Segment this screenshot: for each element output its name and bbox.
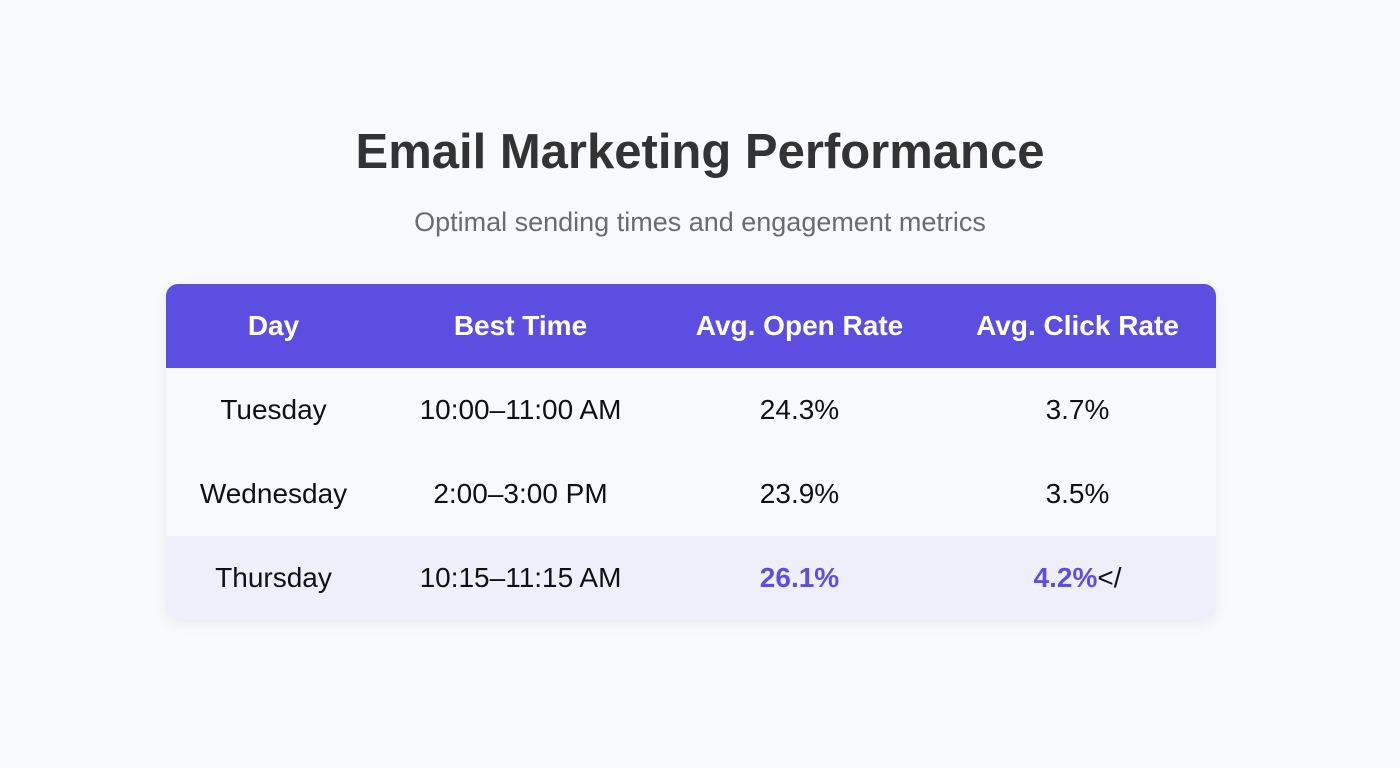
cell-day: Thursday bbox=[215, 562, 332, 593]
cell-best-time: 10:15–11:15 AM bbox=[419, 562, 622, 593]
column-header-click-rate: Avg. Click Rate bbox=[976, 310, 1179, 341]
performance-table-card: Day Best Time Avg. Open Rate Avg. Click … bbox=[166, 284, 1216, 620]
highlighted-click-rate: 4.2% bbox=[1033, 562, 1098, 593]
column-header-best-time: Best Time bbox=[453, 310, 588, 341]
cell-open-rate: 24.3% bbox=[759, 394, 840, 425]
table-row: Wednesday 2:00–3:00 PM 23.9% 3.5% bbox=[166, 452, 1216, 536]
table-row: Tuesday 10:00–11:00 AM 24.3% 3.7% bbox=[166, 368, 1216, 452]
cell-click-rate: 3.5% bbox=[939, 452, 1216, 536]
page-title: Email Marketing Performance bbox=[355, 125, 1045, 179]
cell-click-rate: 3.7% bbox=[939, 368, 1216, 452]
column-header-open-rate: Avg. Open Rate bbox=[695, 310, 904, 341]
cell-best-time: 2:00–3:00 PM bbox=[433, 478, 608, 509]
cell-open-rate: 26.1% bbox=[660, 536, 939, 620]
highlighted-open-rate: 26.1% bbox=[759, 562, 840, 593]
page-subtitle: Optimal sending times and engagement met… bbox=[414, 207, 986, 237]
table-row-highlighted: Thursday 10:15–11:15 AM 26.1% 4.2%</ bbox=[166, 536, 1216, 620]
click-rate-suffix: </ bbox=[1097, 562, 1122, 593]
column-header-day: Day bbox=[247, 310, 300, 341]
cell-day: Wednesday bbox=[199, 478, 348, 509]
cell-open-rate: 23.9% bbox=[759, 478, 840, 509]
click-rate-value: 3.5% bbox=[1045, 478, 1110, 509]
table-header-row: Day Best Time Avg. Open Rate Avg. Click … bbox=[166, 284, 1216, 368]
performance-table: Day Best Time Avg. Open Rate Avg. Click … bbox=[166, 284, 1216, 620]
cell-day: Tuesday bbox=[220, 394, 327, 425]
cell-best-time: 10:00–11:00 AM bbox=[419, 394, 622, 425]
cell-click-rate: 4.2%</ bbox=[939, 536, 1216, 620]
click-rate-value: 3.7% bbox=[1045, 394, 1110, 425]
